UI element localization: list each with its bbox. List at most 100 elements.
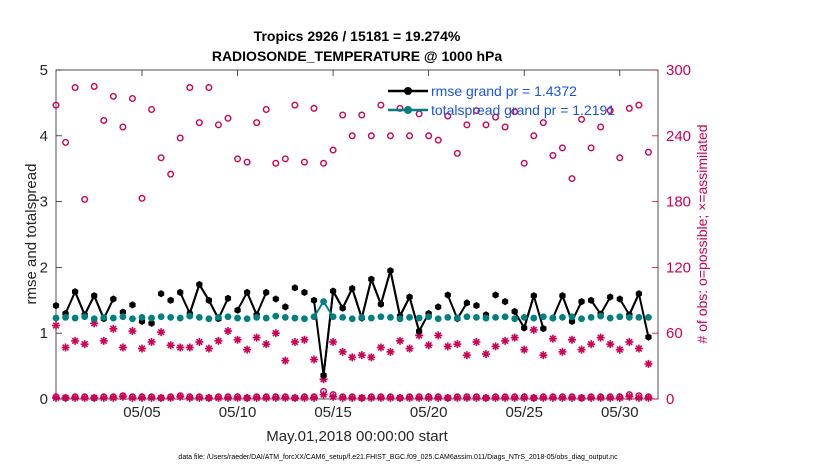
rmse-point (330, 287, 337, 295)
asterisk-marker (185, 343, 194, 352)
x-axis: 05/05 05/10 05/15 05/20 05/25 05/30 (123, 70, 639, 421)
asterisk-marker (405, 344, 414, 353)
rmse-line (523, 292, 545, 329)
asterisk-marker (118, 343, 127, 352)
legend-rmse-label: rmse grand pr = 1.4372 (431, 83, 577, 99)
asterisk-marker (90, 393, 99, 402)
obs-possible-point (310, 104, 318, 112)
asterisk-marker (568, 393, 576, 402)
totalspread-point (100, 314, 108, 321)
asterisk-marker (376, 343, 385, 352)
rmse-point (177, 288, 184, 296)
y-tick-label: 5 (40, 62, 48, 79)
rmse-point (224, 294, 232, 302)
obs-possible-point (386, 132, 394, 140)
y-tick-label: 1 (40, 325, 48, 342)
totalspread-point (511, 315, 519, 323)
obs-possible-point (549, 152, 557, 160)
asterisk-marker (338, 347, 347, 356)
rmse-point (502, 298, 509, 306)
obs-possible-point (253, 119, 261, 127)
asterisk-marker (271, 393, 280, 402)
rmse-point (511, 307, 518, 316)
obs-possible-point (157, 154, 165, 162)
asterisk-marker (558, 347, 567, 356)
asterisk-marker (539, 393, 548, 402)
chart-title: Tropics 2926 / 15181 = 19.274% (254, 28, 461, 44)
x-tick-label: 05/10 (219, 404, 257, 421)
asterisk-marker (176, 392, 185, 401)
obs-possible-point (453, 149, 461, 157)
obs-possible-point (176, 134, 184, 142)
totalspread-point (310, 313, 318, 321)
obs-possible-point (167, 170, 175, 178)
rmse-point (196, 280, 203, 289)
asterisk-marker (348, 393, 357, 402)
obs-possible-point (329, 146, 337, 154)
obs-possible-point (539, 119, 547, 127)
rmse-point (272, 295, 279, 303)
obs-possible-point (377, 101, 385, 109)
y-tick-label: 2 (40, 259, 48, 276)
obs-possible-point (492, 113, 500, 121)
obs-possible-point (644, 148, 652, 156)
left-axis: 0 1 2 3 4 5 (40, 62, 62, 408)
rmse-point (387, 267, 394, 275)
obs-possible-point (367, 132, 375, 140)
totalspread-point (224, 313, 232, 321)
asterisk-marker (587, 340, 596, 349)
totalspread-point (606, 314, 614, 322)
obs-possible-point (262, 105, 270, 113)
asterisk-marker (128, 327, 137, 336)
asterisk-marker (310, 355, 318, 364)
right-axis-label: # of obs: o=possible; ×=assimilated (694, 124, 710, 343)
asterisk-marker (61, 343, 70, 352)
asterisk-marker (252, 333, 261, 342)
y-tick-label: 0 (40, 391, 48, 408)
obs-possible-point (300, 158, 308, 166)
totalspread-point (568, 313, 576, 321)
obs-possible-point (597, 123, 605, 131)
rmse-point (540, 325, 547, 333)
rmse-point (616, 295, 623, 303)
asterisk-marker (300, 335, 309, 344)
totalspread-point (138, 314, 146, 321)
data-file-footnote: data file: /Users/raeder/DAI/ATM_forcXX/… (178, 454, 618, 461)
asterisk-marker (424, 393, 433, 402)
obs-possible-point (119, 123, 127, 131)
totalspread-point (377, 313, 385, 321)
obs-possible-point (358, 111, 366, 119)
obs-possible-point (434, 136, 442, 144)
asterisk-marker (501, 393, 510, 402)
legend-spread-label: totalspread grand pr = 1.2191 (431, 102, 615, 118)
rmse-point (473, 302, 480, 310)
obs-possible-point (90, 82, 98, 90)
asterisk-marker (558, 393, 567, 402)
obs-possible-point (482, 121, 490, 129)
legend-rmse-marker (404, 87, 412, 95)
asterisk-marker (596, 393, 605, 402)
asterisk-marker (367, 353, 376, 362)
x-tick-label: 05/15 (314, 404, 352, 421)
totalspread-point (453, 314, 461, 322)
right-tick-label: 120 (666, 259, 691, 276)
right-tick-label: 240 (666, 128, 691, 145)
asterisk-marker (290, 393, 299, 402)
asterisk-marker (587, 393, 596, 402)
totalspread-point (463, 313, 471, 321)
totalspread-point (62, 314, 69, 321)
asterisk-marker (80, 340, 89, 349)
totalspread-point (272, 312, 280, 320)
y-tick-label: 4 (40, 128, 48, 145)
rmse-line (379, 270, 401, 317)
obs-possible-point (234, 155, 242, 163)
asterisk-marker (548, 393, 557, 402)
asterisk-marker (634, 393, 643, 402)
obs-possible-point (109, 92, 117, 100)
asterisk-marker (252, 393, 261, 402)
asterisk-marker (329, 337, 338, 346)
asterisk-marker (166, 393, 175, 402)
y-axis-label: rmse and totalspread (23, 164, 40, 305)
totalspread-point (616, 313, 624, 321)
